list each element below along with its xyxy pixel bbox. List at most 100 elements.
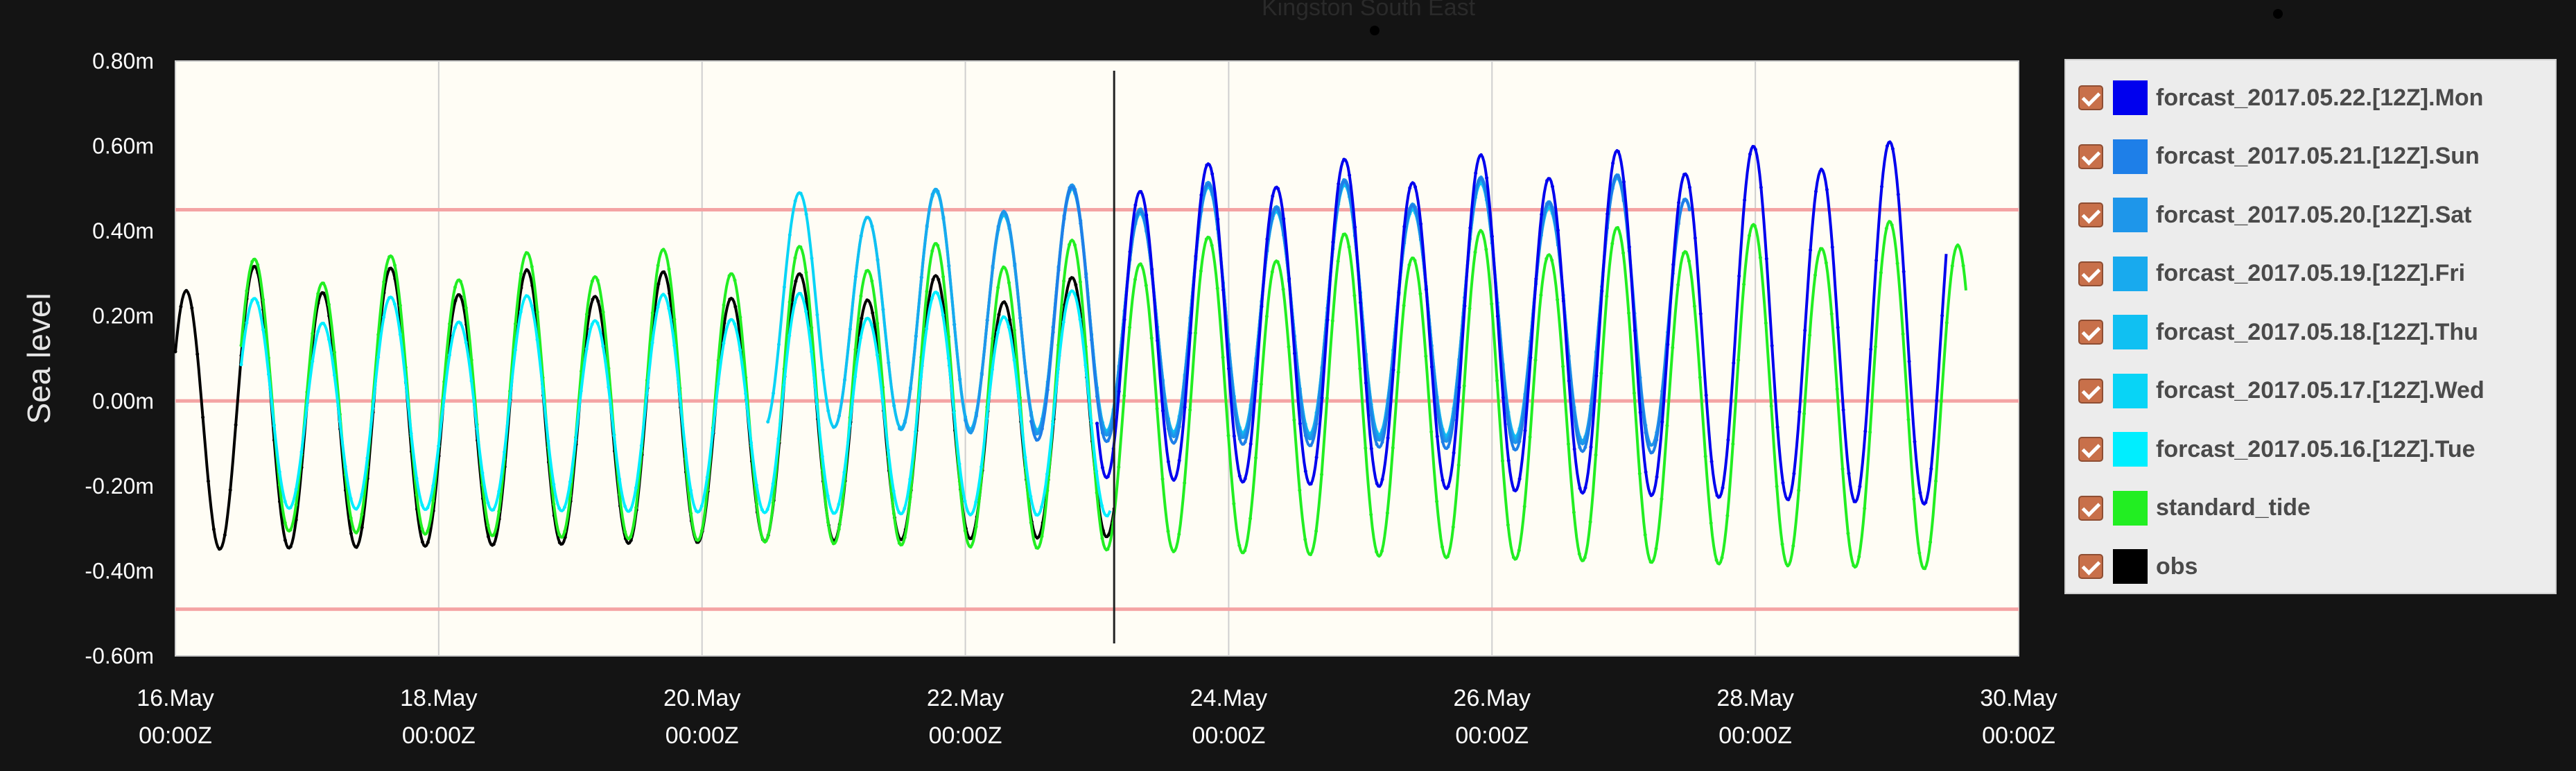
series-point [338,419,342,424]
series-point [1539,293,1543,297]
series-point [1221,355,1225,359]
series-point [1600,289,1604,293]
series-point [299,450,304,454]
series-point [1583,555,1587,560]
series-point [354,545,358,549]
series-point [568,494,573,498]
series-point [1786,564,1790,568]
series-point [880,399,885,402]
series-point [832,425,836,429]
series-point [1084,275,1088,279]
legend-item[interactable]: forcast_2017.05.21.[12Z].Sun [2066,128,2555,187]
series-point [782,285,786,289]
series-point [765,508,769,512]
series-point [1523,428,1527,433]
series-point [1715,494,1719,497]
series-point [1813,273,1817,277]
series-point [1336,259,1340,263]
series-point [1413,207,1417,211]
series-point [201,415,205,419]
series-point [1522,505,1526,508]
series-lines [173,140,1967,571]
series-point [733,304,738,309]
legend-item[interactable]: standard_tide [2066,479,2555,538]
legend-checkbox[interactable] [2078,85,2103,111]
legend-checkbox[interactable] [2078,378,2103,404]
legend-color-swatch [2113,432,2148,467]
series-point [810,326,814,330]
legend-label: standard_tide [2156,494,2310,521]
y-tick-label: 0.40m [92,218,154,243]
series-point [1452,451,1456,455]
series-point [881,308,885,311]
series-point [1809,248,1813,252]
x-tick-date: 30.May [1980,685,2057,711]
series-point [503,450,507,454]
series-point [261,328,266,331]
legend-checkbox[interactable] [2078,144,2103,169]
legend-item[interactable]: obs [2066,537,2555,596]
legend-checkbox[interactable] [2078,437,2103,462]
series-point [1677,200,1681,205]
legend-label: forcast_2017.05.16.[12Z].Tue [2156,435,2475,462]
series-point [173,349,177,354]
series-point [420,503,424,507]
legend-checkbox[interactable] [2078,554,2103,580]
series-point [1660,419,1664,424]
series-point [853,374,858,379]
series-point [931,277,935,281]
legend: forcast_2017.05.22.[12Z].Mon forcast_2017… [2064,59,2557,594]
series-point [1259,382,1263,386]
series-line [1095,140,1948,506]
series-point [1330,319,1334,323]
series-line [240,220,1967,570]
series-point [1752,224,1757,228]
series-point [937,277,941,281]
legend-checkbox[interactable] [2078,202,2103,228]
series-point [1780,542,1784,546]
legend-checkbox[interactable] [2078,320,2103,345]
legend-item[interactable]: forcast_2017.05.18.[12Z].Thu [2066,303,2555,362]
series-point [1671,263,1676,267]
series-point [793,300,797,304]
legend-checkbox[interactable] [2078,261,2103,286]
series-point [1358,367,1362,371]
series-point [1380,440,1384,444]
series-point [1264,314,1269,318]
series-point [1545,179,1549,183]
map-point [1370,26,1380,35]
y-tick-label: 0.60m [92,134,154,159]
series-point [283,521,287,525]
x-tick-time: 00:00Z [1982,722,2055,749]
series-point [1753,148,1757,152]
legend-item[interactable]: forcast_2017.05.22.[12Z].Mon [2066,69,2555,128]
series-point [398,304,402,308]
series-point [1918,491,1922,495]
series-point [1106,514,1109,518]
series-point [1649,443,1653,447]
legend-item[interactable]: forcast_2017.05.19.[12Z].Fri [2066,245,2555,304]
series-point [332,373,336,377]
series-point [1934,479,1938,483]
series-point [935,291,939,295]
series-point [1271,214,1275,218]
series-point [1687,259,1691,263]
series-point [991,367,994,372]
series-point [1847,471,1851,476]
legend-item[interactable]: forcast_2017.05.17.[12Z].Wed [2066,362,2555,421]
legend-item[interactable]: forcast_2017.05.16.[12Z].Tue [2066,420,2555,479]
legend-item[interactable]: forcast_2017.05.20.[12Z].Sat [2066,186,2555,245]
series-point [1089,418,1093,422]
series-point [1265,237,1269,241]
series-point [349,496,353,501]
series-point [184,288,189,293]
series-point [1501,395,1505,399]
legend-checkbox[interactable] [2078,495,2103,521]
series-point [1567,379,1571,383]
series-point [1846,531,1850,535]
series-point [1485,176,1489,180]
series-point [1210,172,1215,176]
series-point [1276,207,1280,211]
series-point [820,454,824,458]
series-point [1835,387,1839,391]
